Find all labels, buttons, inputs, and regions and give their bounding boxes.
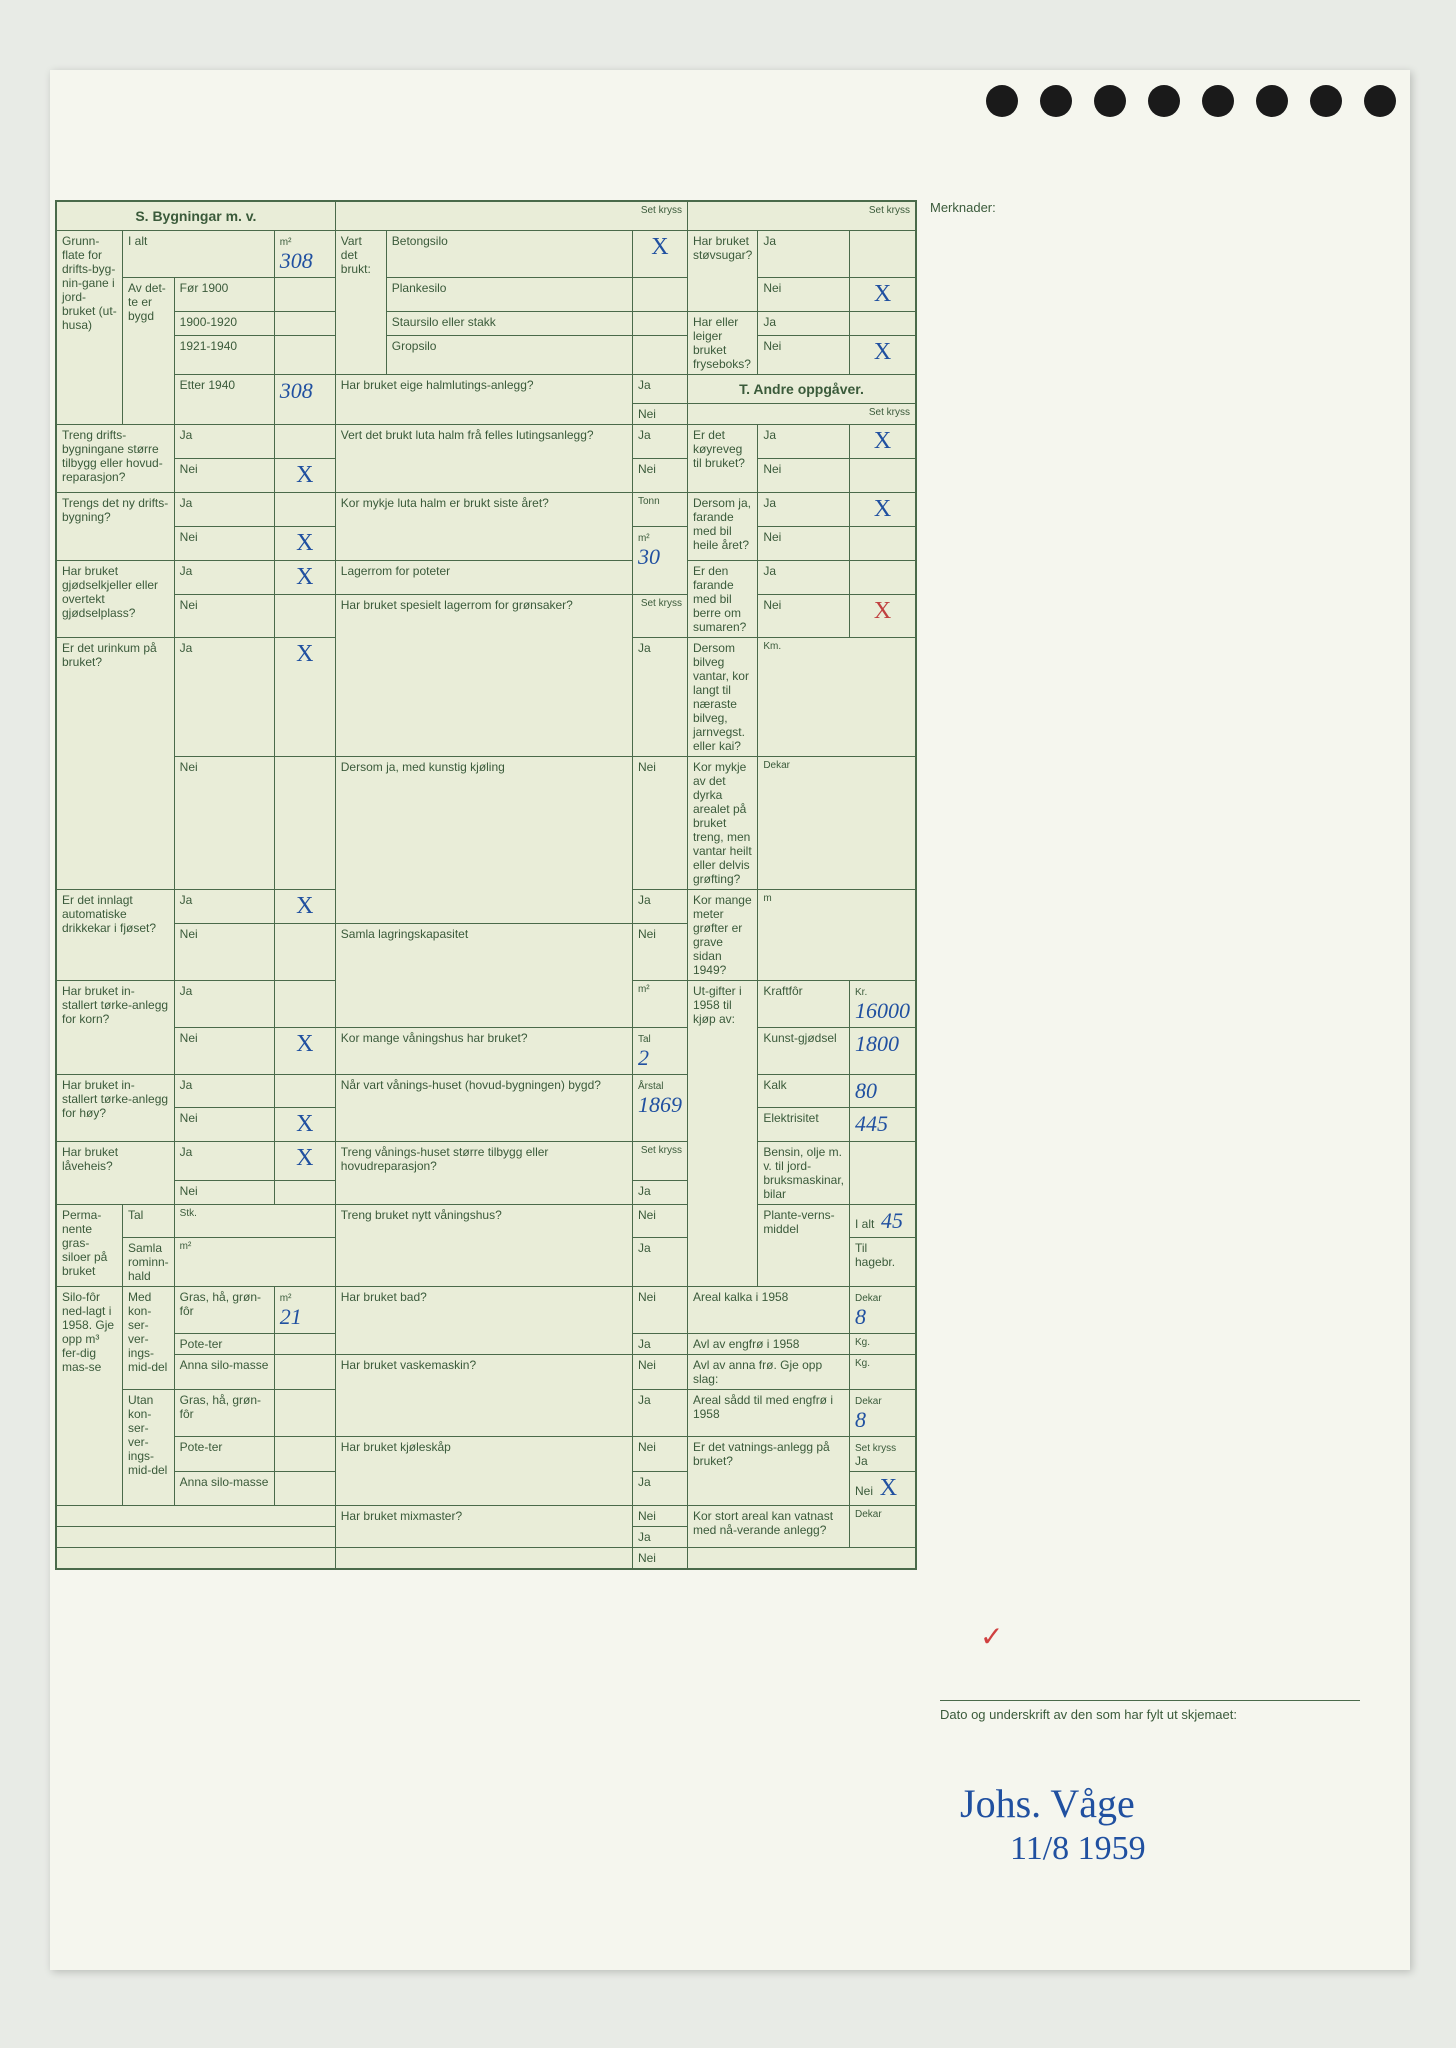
treng-vaning-label: Treng vånings-huset større tilbygg eller… <box>335 1142 632 1205</box>
vatnings-label: Er det vatnings-anlegg på bruket? <box>687 1437 849 1506</box>
sumaren-label: Er den farande med bil berre om sumaren? <box>687 561 757 638</box>
betongsilo-x: X <box>632 231 687 278</box>
areal-sadd-val: 8 <box>855 1407 866 1432</box>
lagerrom-gron: Har bruket spesielt lagerrom for grønsak… <box>335 595 632 757</box>
utgifter-label: Ut-gifter i 1958 til kjøp av: <box>687 981 757 1287</box>
elektrisitet-val: 445 <box>850 1108 916 1142</box>
urinkum-label: Er det urinkum på bruket? <box>57 638 175 890</box>
dyrka-areal: Kor mykje av det dyrka arealet på bruket… <box>687 757 757 890</box>
vart-brukt-label: Vart det brukt: <box>335 231 386 375</box>
gras-val: 21 <box>280 1304 302 1329</box>
fryseboks-nei-x: X <box>850 336 916 375</box>
nytt-vaning-label: Treng bruket nytt våningshus? <box>335 1205 632 1287</box>
silofor-label: Silo-fôr ned-lagt i 1958. Gje opp m³ fer… <box>57 1287 123 1506</box>
kjoleskap-label: Har bruket kjøleskåp <box>335 1437 632 1506</box>
torke-korn-label: Har bruket in-stallert tørke-anlegg for … <box>57 981 175 1075</box>
set-kryss-2: Set kryss <box>687 202 915 231</box>
signature-date: 11/8 1959 <box>1010 1830 1146 1868</box>
kalk-val: 80 <box>850 1075 916 1108</box>
samla-lagring: Samla lagringskapasitet <box>335 924 632 1028</box>
areal-kalka-val: 8 <box>855 1304 866 1329</box>
form-table: S. Bygningar m. v. Set kryss Set kryss G… <box>55 200 917 1570</box>
kraftfor-val: 16000 <box>855 998 910 1023</box>
permanente-label: Perma-nente gras-siloer på bruket <box>57 1205 123 1287</box>
gropsilo-label: Gropsilo <box>386 336 632 375</box>
set-kryss-1: Set kryss <box>335 202 687 231</box>
section-s-header: S. Bygningar m. v. <box>57 202 336 231</box>
vaningshus-val: 2 <box>638 1045 649 1070</box>
grofter-label: Kor mange meter grøfter er grave sidan 1… <box>687 890 757 981</box>
ialt-value: 308 <box>280 248 313 273</box>
punch-holes <box>986 85 1396 117</box>
etter1940-value: 308 <box>280 378 313 403</box>
torke-hoy-label: Har bruket in-stallert tørke-anlegg for … <box>57 1075 175 1142</box>
kunstgjodsel-val: 1800 <box>850 1028 916 1075</box>
stovsugar-nei-x: X <box>850 278 916 312</box>
laveheis-label: Har bruket låveheis? <box>57 1142 175 1205</box>
fryseboks-label: Har eller leiger bruket fryseboks? <box>687 312 757 375</box>
lagerrom-poteter: Lagerrom for poteter <box>335 561 632 595</box>
bilveg-vantar: Dersom bilveg vantar, kor langt til næra… <box>687 638 757 757</box>
areal-kalka: Areal kalka i 1958 <box>687 1287 849 1334</box>
nar-bygd-val: 1869 <box>638 1092 682 1117</box>
trengs-ny-label: Trengs det ny drifts-bygning? <box>57 493 175 561</box>
merknader-label: Merknader: <box>930 200 996 215</box>
anna-fro-label: Avl av anna frø. Gje opp slag: <box>687 1355 849 1390</box>
red-checkmark: ✓ <box>980 1620 1003 1654</box>
section-t-header: T. Andre oppgåver. <box>687 375 915 404</box>
bad-label: Har bruket bad? <box>335 1287 632 1355</box>
luta-halm-label: Vert det brukt luta halm frå felles luti… <box>335 425 632 493</box>
engfro-label: Avl av engfrø i 1958 <box>687 1334 849 1355</box>
kor-stort-label: Kor stort areal kan vatnast med nå-veran… <box>687 1506 849 1548</box>
plantevernmiddel: Plante-verns-middel <box>758 1205 850 1287</box>
nar-bygd-label: Når vart vånings-huset (hovud-bygningen)… <box>335 1075 632 1142</box>
bensin-label: Bensin, olje m. v. til jord-bruksmaskina… <box>758 1142 850 1205</box>
koyreveg-ja-x: X <box>850 425 916 459</box>
plankesilo-label: Plankesilo <box>386 278 632 312</box>
av-dette-bygd: Av det-te er bygd <box>123 278 175 425</box>
lagerrom-pot-val: 30 <box>638 544 660 569</box>
areal-sadd: Areal sådd til med engfrø i 1958 <box>687 1390 849 1437</box>
grunnflate-label: Grunn-flate for drifts-byg-nin-gane i jo… <box>57 231 123 425</box>
mixmaster-label: Har bruket mixmaster? <box>335 1506 632 1548</box>
drikkekar-label: Er det innlagt automatiske drikkekar i f… <box>57 890 175 981</box>
vaskemaskin-label: Har bruket vaskemaskin? <box>335 1355 632 1437</box>
signature-label: Dato og underskrift av den som har fylt … <box>940 1700 1360 1722</box>
halmluting-label: Har bruket eige halmlutings-anlegg? <box>335 375 632 425</box>
staursilo-label: Staursilo eller stakk <box>386 312 632 336</box>
ialt-label: I alt <box>123 231 275 278</box>
vaningshus-label: Kor mange våningshus har bruket? <box>335 1028 632 1075</box>
treng-drifts-label: Treng drifts-bygningane større tilbygg e… <box>57 425 175 493</box>
plante-ialt-val: 45 <box>881 1208 903 1233</box>
betongsilo-label: Betongsilo <box>386 231 632 278</box>
farande-bil-label: Dersom ja, farande med bil heile året? <box>687 493 757 561</box>
gjodselkjellar-label: Har bruket gjødselkjeller eller overtekt… <box>57 561 175 638</box>
kjoling-label: Dersom ja, med kunstig kjøling <box>335 757 632 924</box>
kor-mykje-halm: Kor mykje luta halm er brukt siste året? <box>335 493 632 561</box>
stovsugar-label: Har bruket støvsugar? <box>687 231 757 312</box>
koyreveg-label: Er det køyreveg til bruket? <box>687 425 757 493</box>
signature-name: Johs. Våge <box>960 1780 1135 1827</box>
sumaren-nei-x: X <box>850 595 916 638</box>
